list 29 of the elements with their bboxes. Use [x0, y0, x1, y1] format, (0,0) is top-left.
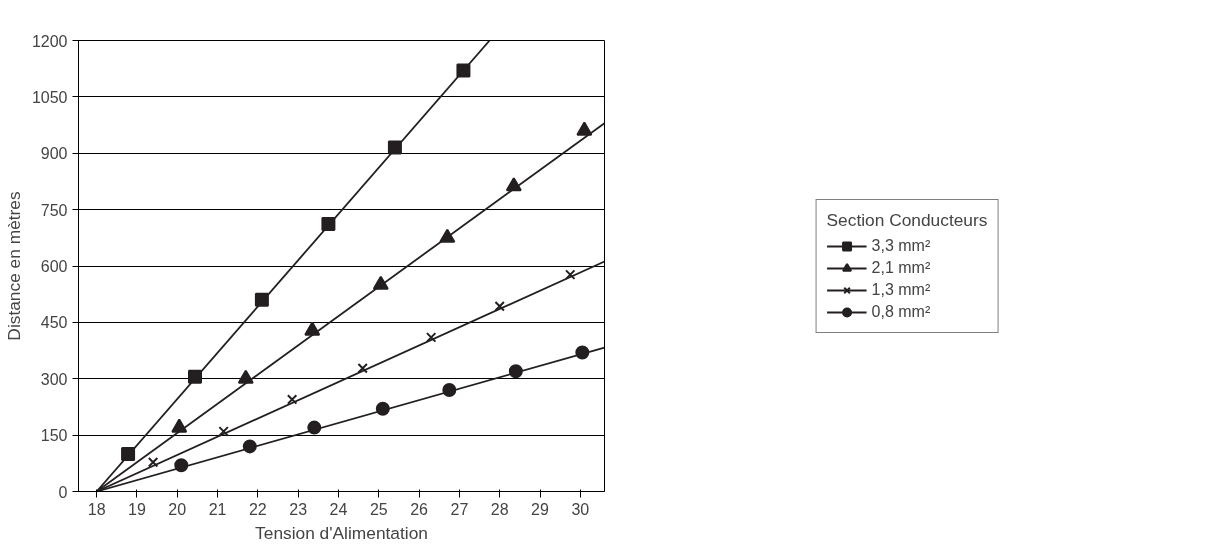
y-axis-title: Distance en mètres	[3, 191, 24, 341]
x-tick-label: 21	[208, 500, 227, 518]
y-tick-label: 300	[40, 370, 68, 388]
legend-label: 3,3 mm²	[871, 236, 931, 255]
y-tick-label: 900	[40, 145, 68, 163]
y-tick-label: 0	[58, 483, 68, 501]
y-tick-label: 150	[40, 427, 68, 445]
x-tick-label: 19	[128, 500, 146, 518]
y-tick-label: 750	[40, 201, 68, 219]
y-tick-label: 1050	[31, 88, 68, 106]
x-tick-label: 25	[369, 500, 388, 518]
y-tick-label: 1200	[31, 32, 68, 50]
y-tick-label: 450	[40, 314, 68, 332]
x-axis-title: Tension d'Alimentation	[255, 522, 428, 543]
legend-label: 0,8 mm²	[871, 302, 931, 321]
x-tick-label: 26	[410, 500, 429, 518]
x-tick-label: 29	[531, 500, 550, 518]
x-tick-label: 27	[450, 500, 469, 518]
legend-label: 1,3 mm²	[871, 280, 931, 299]
x-tick-label: 22	[248, 500, 267, 518]
x-tick-label: 28	[490, 500, 509, 518]
legend-title: Section Conducteurs	[826, 209, 988, 231]
legend-label: 2,1 mm²	[871, 258, 931, 277]
x-tick-label: 30	[571, 500, 590, 518]
x-tick-label: 20	[168, 500, 187, 518]
x-tick-label: 24	[329, 500, 348, 518]
x-tick-label: 23	[289, 500, 308, 518]
x-tick-label: 18	[87, 500, 106, 518]
y-tick-label: 600	[40, 258, 68, 275]
